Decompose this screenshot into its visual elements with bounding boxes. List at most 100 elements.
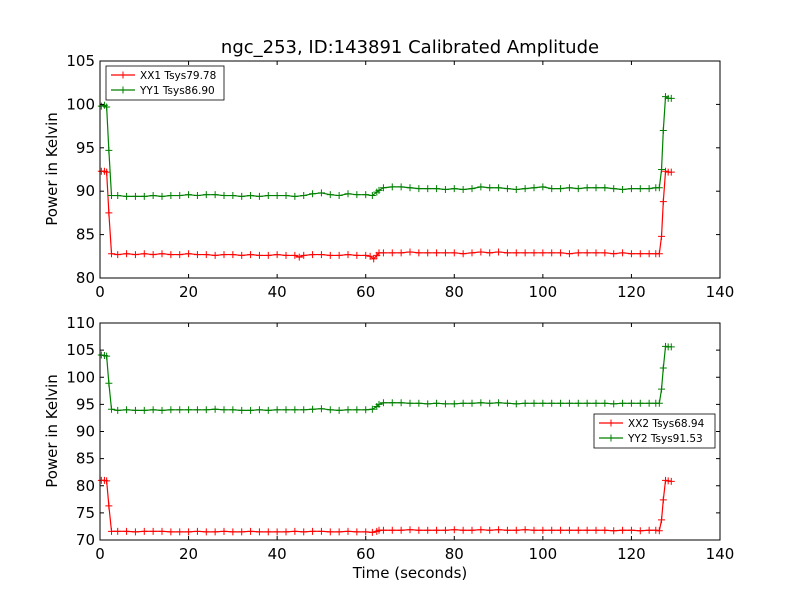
bottom-series-2-point-64 — [610, 400, 618, 408]
top-series-2-point-64 — [610, 185, 618, 193]
bottom-y-tick-label-8: 105 — [66, 341, 95, 359]
top-series-1-point-19 — [229, 251, 237, 259]
bottom-series-2-point-29 — [317, 405, 325, 413]
bottom-series-1-point-74 — [664, 477, 672, 485]
top-series-2-point-52 — [503, 185, 511, 193]
bottom-series-1-point-32 — [344, 527, 352, 535]
bottom-series-2-point-52 — [503, 399, 511, 407]
top-series-2-point-67 — [636, 185, 644, 193]
bottom-panel: Power in Kelvin Time (seconds) 0 20 40 60 80… — [43, 314, 734, 582]
bottom-series-2-point-53 — [512, 400, 520, 408]
bottom-series-1-point-60 — [574, 526, 582, 534]
top-series-1-point-63 — [583, 249, 591, 257]
bottom-x-tick-label-1: 0 — [95, 545, 105, 563]
top-series-1-point-16 — [202, 251, 210, 259]
top-series-2-point-50 — [486, 184, 494, 192]
bottom-series-2-point-72 — [659, 364, 667, 372]
bottom-series-1-point-55 — [530, 526, 538, 534]
top-series-1-point-31 — [326, 251, 334, 259]
bottom-series-1-point-4 — [105, 502, 113, 510]
top-series-1-point-27 — [295, 253, 303, 261]
top-series-2-point-72 — [659, 126, 667, 134]
bottom-series-1-point-65 — [619, 526, 627, 534]
bottom-series-1-point-75 — [667, 477, 675, 485]
top-series-2-point-5 — [108, 192, 116, 200]
top-series-1-point-64 — [592, 249, 600, 257]
bottom-series-1-point-47 — [459, 526, 467, 534]
top-series-2-point-33 — [353, 191, 361, 199]
bottom-series-1-point-57 — [548, 526, 556, 534]
top-y-tick-label-3: 90 — [76, 182, 95, 200]
bottom-series-1-point-63 — [601, 526, 609, 534]
bottom-series-2-point-17 — [211, 405, 219, 413]
top-series-1-point-40 — [379, 249, 387, 257]
top-series-1-point-60 — [557, 249, 565, 257]
top-series-2-point-13 — [176, 192, 184, 200]
bottom-series-2-point-6 — [114, 406, 122, 414]
bottom-series-2-point-42 — [415, 399, 423, 407]
bottom-series-1-point-52 — [503, 526, 511, 534]
top-series-1-point-8 — [131, 251, 139, 259]
top-series-2-point-3 — [103, 103, 111, 111]
top-series-2-point-16 — [202, 191, 210, 199]
top-series-1-point-68 — [627, 250, 635, 258]
bottom-series-2-point-3 — [103, 352, 111, 360]
top-legend-box — [105, 65, 225, 101]
bottom-series-1-point-13 — [176, 528, 184, 536]
bottom-series-2-point-5 — [108, 405, 116, 413]
top-series-2-point-30 — [326, 191, 334, 199]
bottom-series-1-point-44 — [433, 526, 441, 534]
bottom-series-2-point-13 — [176, 406, 184, 414]
bottom-y-tick-label-6: 95 — [76, 395, 95, 413]
top-series-1-point-45 — [424, 249, 432, 257]
bottom-series-1-point-22 — [255, 528, 263, 536]
top-x-tick-label-6: 100 — [529, 283, 558, 301]
bottom-series-2-point-24 — [273, 406, 281, 414]
top-series-2-point-46 — [450, 185, 458, 193]
bottom-series-2-point-8 — [131, 406, 139, 414]
top-series-2-point-61 — [583, 184, 591, 192]
bottom-x-tick-label-3: 40 — [268, 545, 287, 563]
top-series-2-point-9 — [140, 192, 148, 200]
top-series-1-point-61 — [565, 250, 573, 258]
bottom-series-2-point-70 — [655, 399, 663, 407]
bottom-series-2-point-45 — [441, 400, 449, 408]
top-series-1-point-24 — [273, 251, 281, 259]
bottom-series-2-point-44 — [433, 399, 441, 407]
top-series-1 — [97, 167, 675, 263]
bottom-series-2-point-51 — [495, 399, 503, 407]
top-series-2-point-51 — [495, 184, 503, 192]
bottom-x-tick-label-7: 120 — [617, 545, 646, 563]
top-series-1-point-57 — [530, 249, 538, 257]
top-series-1-point-47 — [441, 249, 449, 257]
top-series-1-point-67 — [619, 249, 627, 257]
bottom-series-1-point-70 — [655, 527, 663, 535]
top-series-2-point-55 — [530, 184, 538, 192]
bottom-series-1-point-43 — [424, 526, 432, 534]
top-series-2-point-15 — [193, 192, 201, 200]
top-series-1-point-49 — [459, 250, 467, 258]
top-series-2-point-19 — [229, 192, 237, 200]
bottom-series-2-point-61 — [583, 399, 591, 407]
bottom-series-2-point-25 — [282, 406, 290, 414]
bottom-series-1-point-31 — [335, 528, 343, 536]
bottom-series-1-point-62 — [592, 526, 600, 534]
bottom-x-tick-label-8: 140 — [706, 545, 735, 563]
top-series-1-point-69 — [636, 250, 644, 258]
bottom-series-2-point-30 — [326, 406, 334, 414]
bottom-legend-box — [593, 413, 716, 449]
bottom-series-1-point-21 — [247, 527, 255, 535]
top-legend-label-2: YY1 Tsys86.90 — [139, 85, 215, 97]
top-series-1-point-30 — [317, 251, 325, 259]
bottom-series-1-point-34 — [362, 528, 370, 536]
top-series-2-point-8 — [131, 192, 139, 200]
top-series-1-point-54 — [503, 249, 511, 257]
bottom-series-2-point-68 — [645, 399, 653, 407]
bottom-series-1-point-46 — [450, 526, 458, 534]
bottom-series-2-point-49 — [477, 399, 485, 407]
top-series-1-point-72 — [655, 250, 663, 258]
bottom-series-1-point-51 — [495, 526, 503, 534]
top-series-1-point-35 — [362, 251, 370, 259]
top-series-1-point-74 — [659, 198, 667, 206]
top-series-2-point-25 — [282, 192, 290, 200]
